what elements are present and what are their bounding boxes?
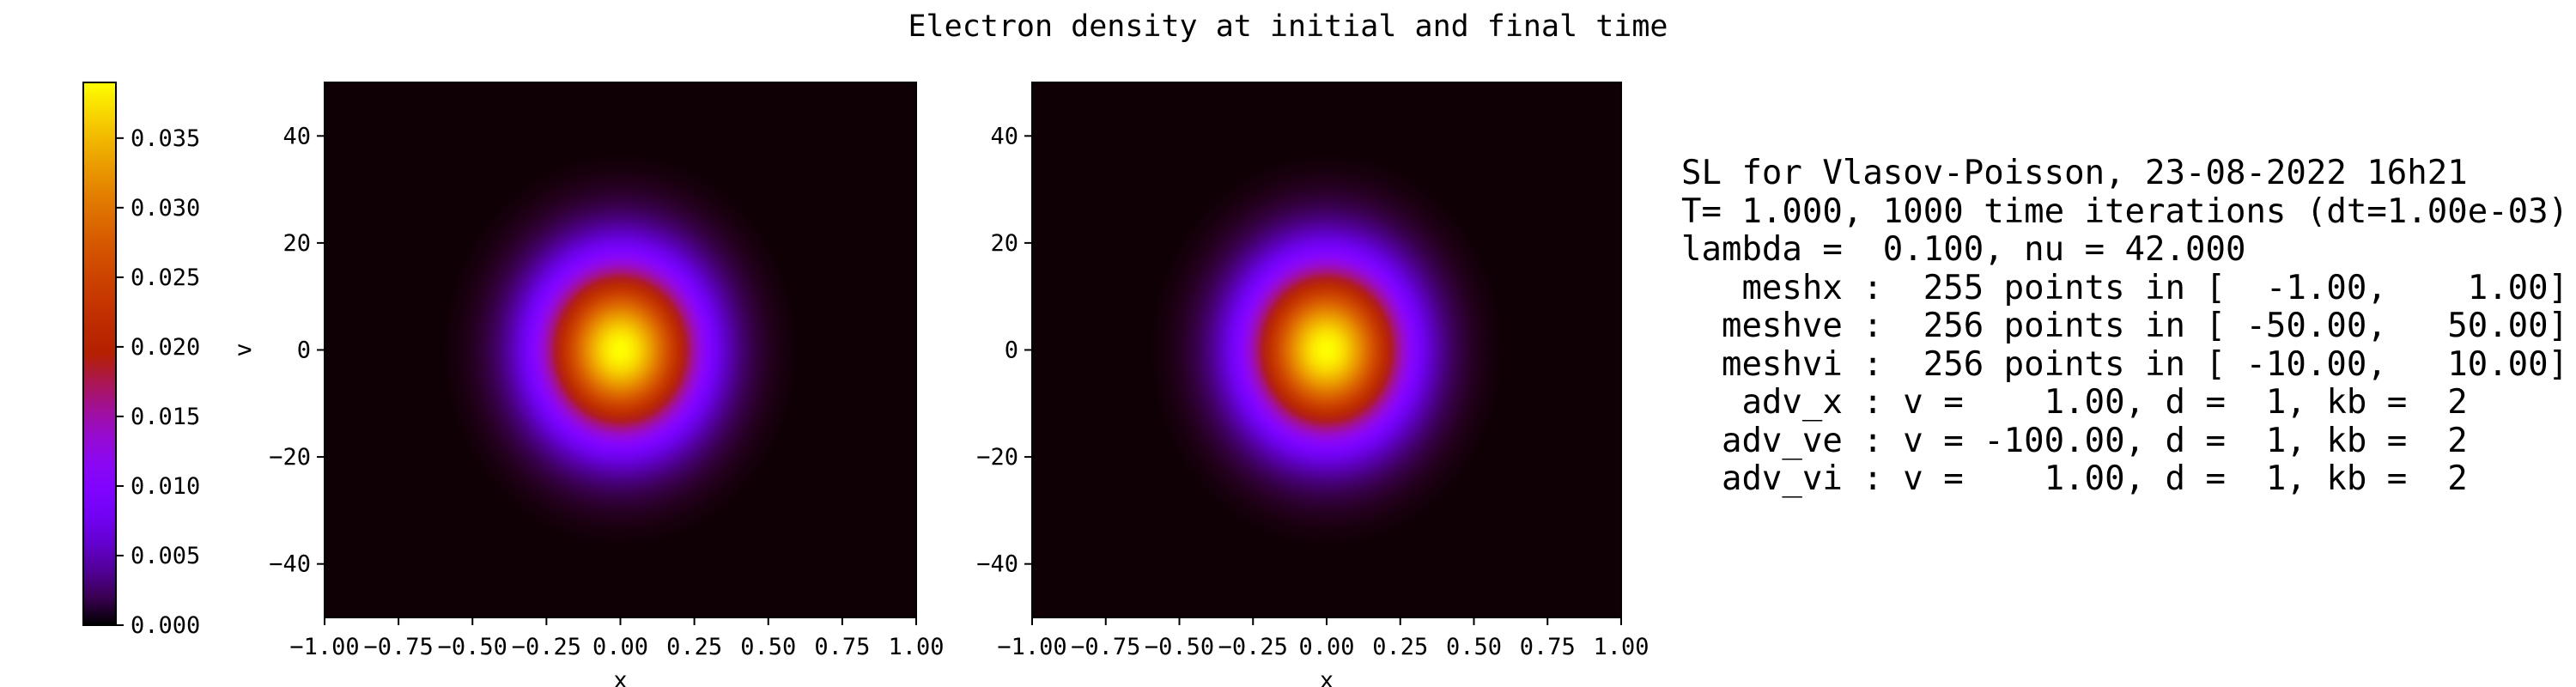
- x-tick-label: 0.50: [1446, 634, 1502, 660]
- info-line: meshve : 256 points in [ -50.00, 50.00]: [1681, 307, 2569, 345]
- colorbar-tick-label: 0.015: [131, 404, 200, 430]
- info-line: adv_ve : v = -100.00, d = 1, kb = 2: [1681, 421, 2468, 460]
- y-tick-label: −40: [269, 551, 311, 578]
- x-tick-label: −0.25: [1218, 634, 1288, 660]
- y-tick-label: 40: [283, 123, 311, 149]
- info-line: meshvi : 256 points in [ -10.00, 10.00]: [1681, 344, 2569, 384]
- colorbar-tick-label: 0.000: [131, 612, 200, 639]
- y-tick-label: −40: [976, 551, 1018, 578]
- simulation-info: SL for Vlasov-Poisson, 23-08-2022 16h21 T…: [1681, 154, 2569, 499]
- x-tick-label: 0.75: [814, 634, 870, 660]
- info-line: meshx : 255 points in [ -1.00, 1.00]: [1681, 268, 2569, 307]
- x-tick-label: 1.00: [888, 634, 944, 660]
- colorbar: 0.000 0.005 0.010 0.015 0.020 0.025 0.030 0.035: [82, 82, 200, 639]
- y-tick-label: 40: [990, 123, 1018, 149]
- info-line: adv_x : v = 1.00, d = 1, kb = 2: [1681, 383, 2468, 422]
- colorbar-tick-label: 0.010: [131, 473, 200, 500]
- y-tick-label: 0: [1005, 337, 1018, 364]
- x-tick-label: 0.50: [740, 634, 796, 660]
- x-tick-label: −1.00: [997, 634, 1066, 660]
- x-tick-label: 0.00: [1298, 634, 1354, 660]
- info-line: adv_vi : v = 1.00, d = 1, kb = 2: [1681, 459, 2468, 498]
- y-tick-label: 20: [283, 230, 311, 257]
- x-tick-label: −1.00: [289, 634, 359, 660]
- x-axis-label: x: [1320, 667, 1334, 687]
- x-tick-label: −0.25: [512, 634, 581, 660]
- x-tick-label: −0.75: [363, 634, 433, 660]
- colorbar-tick-label: 0.025: [131, 264, 200, 291]
- colorbar-tick-label: 0.020: [131, 334, 200, 361]
- heatmap-final: −1.00 −0.75 −0.50 −0.25 0.00 0.25 0.50 0.75 1.00…: [976, 82, 1649, 687]
- info-line: SL for Vlasov-Poisson, 23-08-2022 16h21: [1681, 154, 2468, 192]
- heatmap-initial: −1.00 −0.75 −0.50 −0.25 0.00 0.25 0.50 0.75 1.00…: [230, 82, 945, 687]
- colorbar-tick-label: 0.005: [131, 543, 200, 569]
- colorbar-tick-label: 0.030: [131, 195, 200, 222]
- y-axis-label: v: [230, 343, 257, 356]
- y-tick-label: 0: [297, 337, 311, 364]
- x-tick-label: 0.75: [1520, 634, 1576, 660]
- x-tick-label: −0.75: [1071, 634, 1140, 660]
- x-tick-label: −0.50: [1145, 634, 1214, 660]
- y-tick-label: −20: [269, 444, 311, 471]
- colorbar-gradient: [82, 82, 117, 626]
- x-axis-label: x: [613, 667, 627, 687]
- x-tick-label: 0.25: [1372, 634, 1428, 660]
- density-blob: [1032, 82, 1621, 617]
- y-tick-label: −20: [976, 444, 1018, 471]
- info-line: lambda = 0.100, nu = 42.000: [1681, 230, 2246, 269]
- figure-title: Electron density at initial and final ti…: [908, 9, 1668, 44]
- info-line: T= 1.000, 1000 time iterations (dt=1.00e…: [1681, 192, 2569, 231]
- colorbar-tick-label: 0.035: [131, 125, 200, 152]
- x-tick-label: 1.00: [1593, 634, 1649, 660]
- x-tick-label: 0.00: [592, 634, 648, 660]
- y-tick-label: 20: [990, 230, 1018, 257]
- x-tick-label: 0.25: [666, 634, 722, 660]
- density-blob: [325, 82, 916, 617]
- x-tick-label: −0.50: [438, 634, 507, 660]
